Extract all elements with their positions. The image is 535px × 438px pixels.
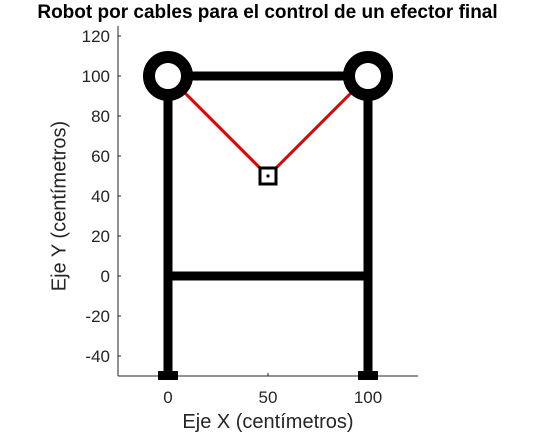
frame-foot bbox=[158, 371, 178, 380]
y-tick-label: 60 bbox=[91, 147, 110, 166]
y-tick-label: -20 bbox=[85, 307, 110, 326]
x-axis-label: Eje X (centímetros) bbox=[182, 411, 354, 433]
x-tick-label: 50 bbox=[259, 388, 278, 407]
x-tick-label: 100 bbox=[354, 388, 382, 407]
cable-line bbox=[166, 74, 370, 179]
y-axis-label: Eje Y (centímetros) bbox=[48, 120, 71, 292]
pulley-circle bbox=[143, 51, 193, 101]
y-tick-label: 40 bbox=[91, 187, 110, 206]
pulley-circle bbox=[343, 51, 393, 101]
y-tick-label: 100 bbox=[82, 67, 110, 86]
x-tick-label: 0 bbox=[163, 388, 172, 407]
y-tick-label: 0 bbox=[101, 267, 110, 286]
y-tick-label: 80 bbox=[91, 107, 110, 126]
y-tick-label: 20 bbox=[91, 227, 110, 246]
end-effector-point bbox=[266, 174, 270, 178]
frame-foot bbox=[358, 371, 378, 380]
chart-title: Robot por cables para el control de un e… bbox=[37, 2, 498, 23]
y-tick-label: 120 bbox=[82, 27, 110, 46]
y-tick-label: -40 bbox=[85, 347, 110, 366]
